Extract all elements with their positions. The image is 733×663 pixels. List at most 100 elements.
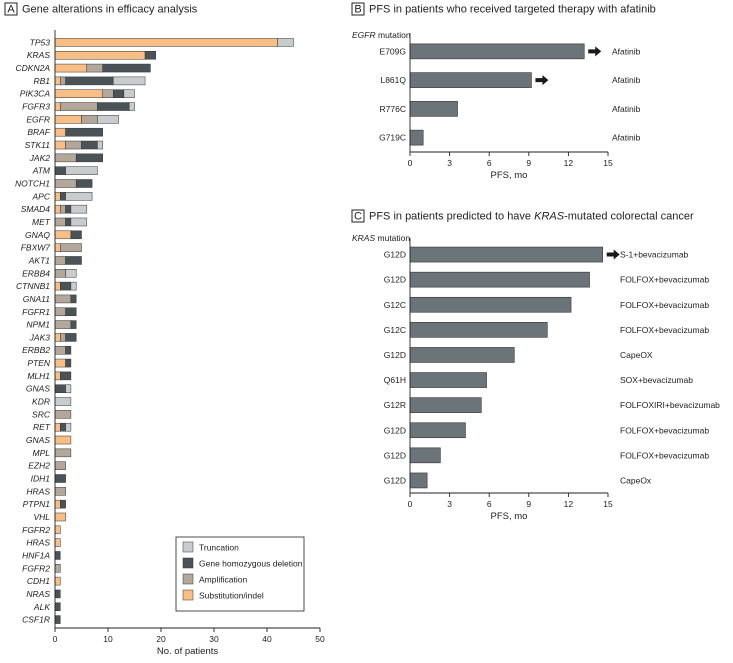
bar-segment-amplification (60, 76, 66, 86)
bar-segment-substitution (54, 204, 61, 214)
bar-segment-deletion (65, 333, 77, 342)
bar-segment-truncation (97, 115, 119, 124)
gene-label: ATM (32, 166, 51, 176)
bar-segment-amplification (54, 410, 72, 419)
x-tick-label: 12 (564, 499, 574, 509)
bar-segment-deletion (70, 294, 77, 304)
bar-segment-amplification (60, 102, 98, 111)
gene-label: TP53 (30, 37, 51, 47)
mutation-label: Q61H (384, 375, 406, 385)
x-tick-label: 3 (447, 158, 452, 168)
gene-label: VHL (33, 512, 50, 522)
gene-label: FBXW7 (21, 243, 51, 253)
pfs-x-axis-title: PFS, mo (491, 511, 528, 522)
pfs-bar (409, 101, 458, 117)
treatment-label: S-1+bevacizumab (620, 250, 689, 260)
x-tick-label: 12 (564, 158, 574, 168)
bar-segment-truncation (65, 269, 77, 278)
panel-a-letter-box (4, 2, 18, 16)
mutation-label: E709G (380, 46, 406, 56)
pfs-bar (409, 422, 466, 439)
gene-label: EGFR (26, 114, 50, 124)
bar-segment-deletion (54, 551, 61, 560)
bar-segment-deletion (70, 230, 82, 240)
gene-label: ERBB2 (22, 345, 50, 355)
bar-segment-deletion (75, 179, 93, 188)
bar-segment-deletion (65, 358, 72, 368)
bar-segment-deletion (65, 204, 72, 214)
treatment-label: Afatinib (612, 104, 641, 114)
gene-label: CDKN2A (16, 63, 51, 73)
bar-segment-amplification (81, 115, 98, 124)
gene-label: HNF1A (22, 550, 50, 560)
bar-segment-deletion (70, 320, 77, 329)
bar-segment-substitution (54, 538, 61, 547)
bar-segment-substitution (54, 50, 146, 60)
x-tick-label: 0 (53, 634, 58, 644)
bar-segment-deletion (60, 281, 72, 291)
mutation-label: L861Q (380, 75, 406, 85)
bar-segment-deletion (65, 307, 77, 317)
bar-segment-substitution (54, 102, 61, 111)
bar-segment-substitution (54, 243, 61, 252)
bar-segment-substitution (54, 281, 61, 291)
gene-label: NOTCH1 (15, 179, 50, 189)
gene-label: KRAS (27, 50, 50, 60)
gene-label: EZH2 (28, 461, 50, 471)
panel-c-letter: C (354, 211, 362, 223)
pfs-bar (409, 43, 585, 60)
x-tick-label: 30 (209, 634, 219, 644)
pfs-bar (409, 296, 572, 313)
pfs-bar (409, 397, 482, 413)
pfs-bar (409, 129, 424, 146)
mutation-label: G12D (384, 250, 406, 260)
gene-label: KDR (32, 397, 50, 407)
legend-label: Amplification (199, 575, 247, 585)
bar-segment-amplification (54, 307, 66, 317)
x-tick-label: 50 (315, 634, 325, 644)
gene-label: HRAS (26, 538, 50, 548)
bar-segment-deletion (54, 602, 61, 612)
legend-swatch-truncation (182, 541, 194, 553)
bar-segment-deletion (113, 89, 125, 98)
mutation-label: R776C (380, 104, 406, 114)
pfs-bar (409, 372, 487, 388)
gene-label: FGFR2 (22, 563, 50, 573)
panel-c-letter-box (351, 209, 365, 223)
bar-segment-substitution (54, 333, 61, 342)
bar-segment-truncation (70, 204, 88, 214)
mutation-label: G719C (379, 133, 406, 143)
gene-label: RB1 (33, 76, 50, 86)
bar-segment-truncation (70, 217, 88, 227)
x-tick-label: 0 (408, 158, 413, 168)
gene-label: PIK3CA (20, 89, 51, 99)
gene-label: NRAS (26, 589, 50, 599)
pfs-bar (409, 72, 532, 88)
gene-label: CSF1R (22, 615, 50, 625)
x-tick-label: 20 (156, 634, 166, 644)
gene-label: BRAF (27, 127, 50, 137)
bar-segment-amplification (54, 345, 66, 355)
x-tick-label: 3 (447, 499, 452, 509)
pfs-bar (409, 271, 590, 288)
bar-segment-substitution (54, 89, 103, 98)
bar-segment-amplification (60, 204, 66, 214)
bar-segment-substitution (54, 499, 61, 509)
bar-segment-amplification (54, 153, 77, 163)
gene-label: PTEN (27, 358, 51, 368)
gene-label: HRAS (26, 486, 50, 496)
gene-label: GNA11 (23, 294, 51, 304)
bar-segment-substitution (54, 115, 82, 124)
x-tick-label: 0 (408, 499, 413, 509)
legend-label: Gene homozygous deletion (199, 559, 303, 569)
pfs-bar (409, 347, 515, 363)
treatment-label: FOLFOX+bevacizumab (620, 450, 709, 460)
gene-label: FGFR1 (22, 307, 50, 317)
x-tick-label: 6 (487, 499, 492, 509)
bar-segment-substitution (54, 371, 61, 381)
bar-segment-amplification (60, 243, 82, 252)
legend-swatch-substitution (182, 589, 194, 601)
gene-label: MPL (33, 448, 51, 458)
bar-segment-amplification (65, 140, 82, 150)
gene-label: PTPN1 (23, 499, 51, 509)
